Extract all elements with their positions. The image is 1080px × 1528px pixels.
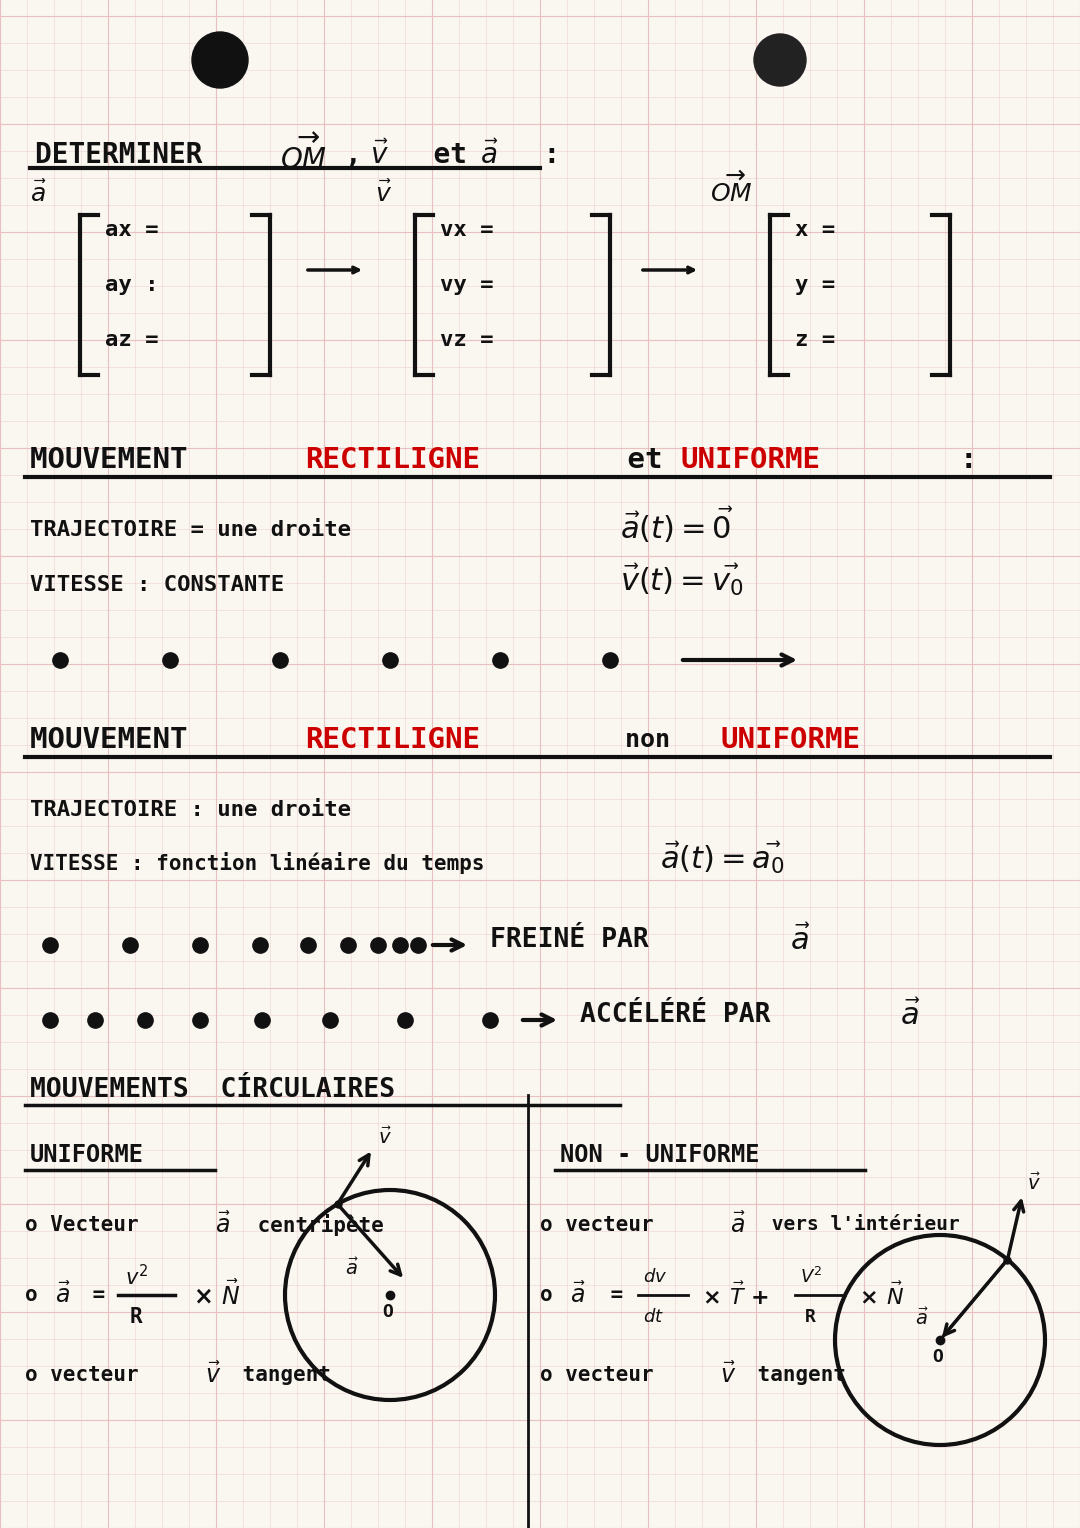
Text: centripète: centripète <box>245 1215 383 1236</box>
Text: z =: z = <box>795 330 835 350</box>
Text: $\vec{v}(t) = \vec{v_0}$: $\vec{v}(t) = \vec{v_0}$ <box>620 562 743 597</box>
Text: $\vec{a}$: $\vec{a}$ <box>730 1212 746 1238</box>
Text: x =: x = <box>795 220 835 240</box>
Text: MOUVEMENT: MOUVEMENT <box>30 726 222 753</box>
Text: vy =: vy = <box>440 275 494 295</box>
Text: RECTILIGNE: RECTILIGNE <box>305 726 480 753</box>
Text: az =: az = <box>105 330 159 350</box>
Text: $v^2$: $v^2$ <box>125 1264 148 1290</box>
Text: o vecteur: o vecteur <box>540 1215 666 1235</box>
Text: $\vec{a}$: $\vec{a}$ <box>215 1212 231 1238</box>
Text: $\vec{a}$: $\vec{a}$ <box>55 1282 71 1308</box>
Text: RECTILIGNE: RECTILIGNE <box>305 446 480 474</box>
Text: UNIFORME: UNIFORME <box>720 726 860 753</box>
Text: $\vec{v}$: $\vec{v}$ <box>720 1361 737 1387</box>
Text: vx =: vx = <box>440 220 494 240</box>
Text: $\vec{a}$: $\vec{a}$ <box>30 180 46 206</box>
Text: TRAJECTOIRE : une droite: TRAJECTOIRE : une droite <box>30 801 351 821</box>
Text: $\vec{a}$: $\vec{a}$ <box>789 924 810 955</box>
Text: $\vec{a}$: $\vec{a}$ <box>480 141 499 170</box>
Text: :: : <box>510 141 561 170</box>
Text: tangent: tangent <box>745 1365 846 1384</box>
Text: R: R <box>130 1306 143 1326</box>
Text: MOUVEMENTS  CÍRCULAIRES: MOUVEMENTS CÍRCULAIRES <box>30 1077 395 1103</box>
Text: $\vec{v}$: $\vec{v}$ <box>205 1361 221 1387</box>
Text: y =: y = <box>795 275 835 295</box>
Text: tangent: tangent <box>230 1365 330 1384</box>
Text: $\vec{a}$: $\vec{a}$ <box>915 1308 929 1329</box>
Text: VITESSE : fonction linéaire du temps: VITESSE : fonction linéaire du temps <box>30 853 485 874</box>
Text: $V^2$: $V^2$ <box>800 1267 822 1287</box>
Text: ACCÉLÉRÉ PAR: ACCÉLÉRÉ PAR <box>580 1002 770 1028</box>
Text: R: R <box>805 1308 815 1326</box>
Text: $\vec{v}$: $\vec{v}$ <box>1027 1172 1041 1193</box>
Text: × $\vec{T}$ +: × $\vec{T}$ + <box>696 1282 769 1308</box>
Text: $\vec{v}$: $\vec{v}$ <box>378 1126 391 1148</box>
Circle shape <box>192 32 248 89</box>
Text: × $\vec{N}$: × $\vec{N}$ <box>185 1280 240 1309</box>
Text: NON - UNIFORME: NON - UNIFORME <box>561 1143 759 1167</box>
Text: o Vecteur: o Vecteur <box>25 1215 151 1235</box>
Text: $\vec{a}$: $\vec{a}$ <box>570 1282 586 1308</box>
Text: vz =: vz = <box>440 330 494 350</box>
Text: DETERMINER: DETERMINER <box>35 141 237 170</box>
Text: =: = <box>80 1285 118 1305</box>
Text: UNIFORME: UNIFORME <box>680 446 820 474</box>
Text: $\overrightarrow{OM}$: $\overrightarrow{OM}$ <box>710 171 753 206</box>
Text: $\vec{v}$: $\vec{v}$ <box>375 180 392 206</box>
Circle shape <box>754 34 806 86</box>
Text: O: O <box>932 1348 943 1366</box>
Text: =: = <box>598 1285 636 1305</box>
Text: $dt$: $dt$ <box>643 1308 664 1326</box>
Text: MOUVEMENT: MOUVEMENT <box>30 446 222 474</box>
Text: $\overrightarrow{OM}$: $\overrightarrow{OM}$ <box>280 134 327 176</box>
Text: :: : <box>960 446 977 474</box>
Text: $\vec{a}$: $\vec{a}$ <box>900 999 920 1030</box>
Text: $\vec{a}(t) = \vec{0}$: $\vec{a}(t) = \vec{0}$ <box>620 504 733 545</box>
Text: o: o <box>540 1285 565 1305</box>
Text: vers l'intérieur: vers l'intérieur <box>760 1215 960 1235</box>
Text: O: O <box>382 1303 393 1322</box>
Text: $dv$: $dv$ <box>643 1268 667 1287</box>
Text: ax =: ax = <box>105 220 159 240</box>
Text: FREINÉ PAR: FREINÉ PAR <box>490 927 649 953</box>
Text: $\vec{a}$: $\vec{a}$ <box>345 1258 359 1279</box>
Text: × $\vec{N}$: × $\vec{N}$ <box>852 1282 904 1308</box>
Text: et: et <box>400 141 500 170</box>
Text: ,: , <box>345 141 395 170</box>
Text: VITESSE : CONSTANTE: VITESSE : CONSTANTE <box>30 575 284 594</box>
Text: non: non <box>610 727 685 752</box>
Text: o vecteur: o vecteur <box>25 1365 151 1384</box>
Text: o vecteur: o vecteur <box>540 1365 666 1384</box>
Text: TRAJECTOIRE = une droite: TRAJECTOIRE = une droite <box>30 520 351 539</box>
Text: o: o <box>25 1285 51 1305</box>
Text: ay :: ay : <box>105 275 159 295</box>
Text: et: et <box>610 446 680 474</box>
Text: $\vec{a}(t) = \vec{a_0}$: $\vec{a}(t) = \vec{a_0}$ <box>660 840 785 876</box>
Text: $\vec{v}$: $\vec{v}$ <box>370 141 389 170</box>
Text: UNIFORME: UNIFORME <box>30 1143 144 1167</box>
